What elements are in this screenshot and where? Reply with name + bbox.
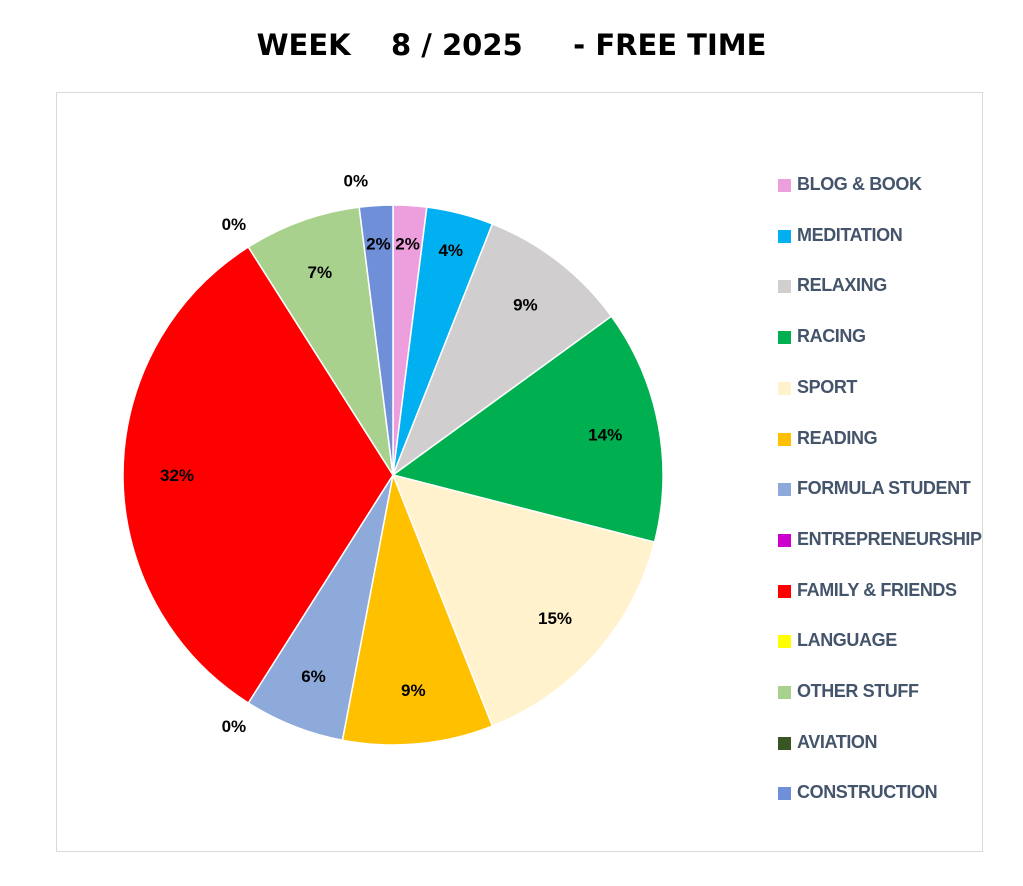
legend-swatch	[778, 736, 791, 750]
legend-label: RELAXING	[797, 275, 887, 296]
legend-item-racing: RACING	[778, 326, 988, 347]
legend-item-construction: CONSTRUCTION	[778, 782, 988, 803]
data-label-language: 0%	[222, 215, 247, 234]
pie-slice-relaxing	[391, 222, 613, 478]
chart-title: WEEK 8 / 2025 - FREE TIME	[256, 28, 767, 62]
data-label-reading: 9%	[401, 681, 426, 700]
data-label-blog-and-book: 2%	[395, 234, 420, 253]
legend-label: ENTREPRENEURSHIP	[797, 528, 982, 549]
legend-label: MEDITATION	[797, 224, 903, 245]
legend-item-sport: SPORT	[778, 377, 988, 398]
legend-label: OTHER STUFF	[797, 681, 919, 701]
legend-swatch	[778, 635, 791, 649]
legend-swatch	[778, 331, 791, 345]
legend-swatch	[778, 787, 791, 801]
data-label-meditation: 4%	[438, 241, 463, 260]
legend-swatch	[778, 179, 791, 192]
legend-swatch	[778, 432, 791, 446]
legend-swatch	[778, 229, 791, 243]
legend-item-reading: READING	[778, 428, 988, 449]
legend-item-language: LANGUAGE	[778, 630, 988, 651]
legend-swatch	[778, 533, 791, 547]
data-label-entrepreneurship: 0%	[222, 717, 247, 736]
legend-label: BLOG & BOOK	[797, 174, 922, 194]
data-label-construction: 2%	[366, 234, 391, 253]
legend-item-entrepreneurship: ENTREPRENEURSHIP	[778, 529, 988, 550]
data-label-family-and-friends: 32%	[160, 466, 194, 485]
data-label-formula-student: 6%	[301, 667, 326, 686]
legend-label: RACING	[797, 326, 866, 347]
legend-item-formula-student: FORMULA STUDENT	[778, 478, 988, 499]
legend-swatch	[778, 483, 791, 497]
legend-swatch	[778, 686, 791, 699]
legend-swatch	[778, 381, 791, 395]
legend-label: LANGUAGE	[797, 630, 897, 651]
legend-label: FAMILY & FRIENDS	[797, 579, 957, 600]
legend-item-aviation: AVIATION	[778, 732, 988, 753]
data-label-sport: 15%	[538, 609, 572, 628]
legend-item-other-stuff: OTHER STUFF	[778, 681, 988, 702]
pie-slice-sport	[391, 473, 656, 728]
legend-label: CONSTRUCTION	[797, 782, 938, 803]
data-label-aviation: 0%	[343, 171, 368, 190]
legend-label: READING	[797, 427, 878, 448]
chart-frame	[56, 92, 983, 852]
legend-item-meditation: MEDITATION	[778, 225, 988, 246]
data-label-relaxing: 9%	[513, 295, 538, 314]
pie-slice-family-and-friends	[122, 245, 394, 705]
pie-slice-racing	[391, 315, 664, 544]
legend-item-blog-and-book: BLOG & BOOK	[778, 174, 988, 195]
pie-slice-other-stuff	[247, 206, 394, 476]
data-label-other-stuff: 7%	[308, 263, 333, 282]
legend-item-relaxing: RELAXING	[778, 275, 988, 296]
legend-label: AVIATION	[797, 731, 878, 752]
data-label-racing: 14%	[588, 426, 622, 445]
pie-slice-construction	[358, 204, 394, 476]
legend-swatch	[778, 280, 791, 294]
pie-slice-reading	[341, 472, 494, 746]
legend-label: SPORT	[797, 376, 858, 397]
legend-swatch	[778, 584, 791, 598]
legend-label: FORMULA STUDENT	[797, 478, 971, 499]
legend-item-family-and-friends: FAMILY & FRIENDS	[778, 580, 988, 601]
